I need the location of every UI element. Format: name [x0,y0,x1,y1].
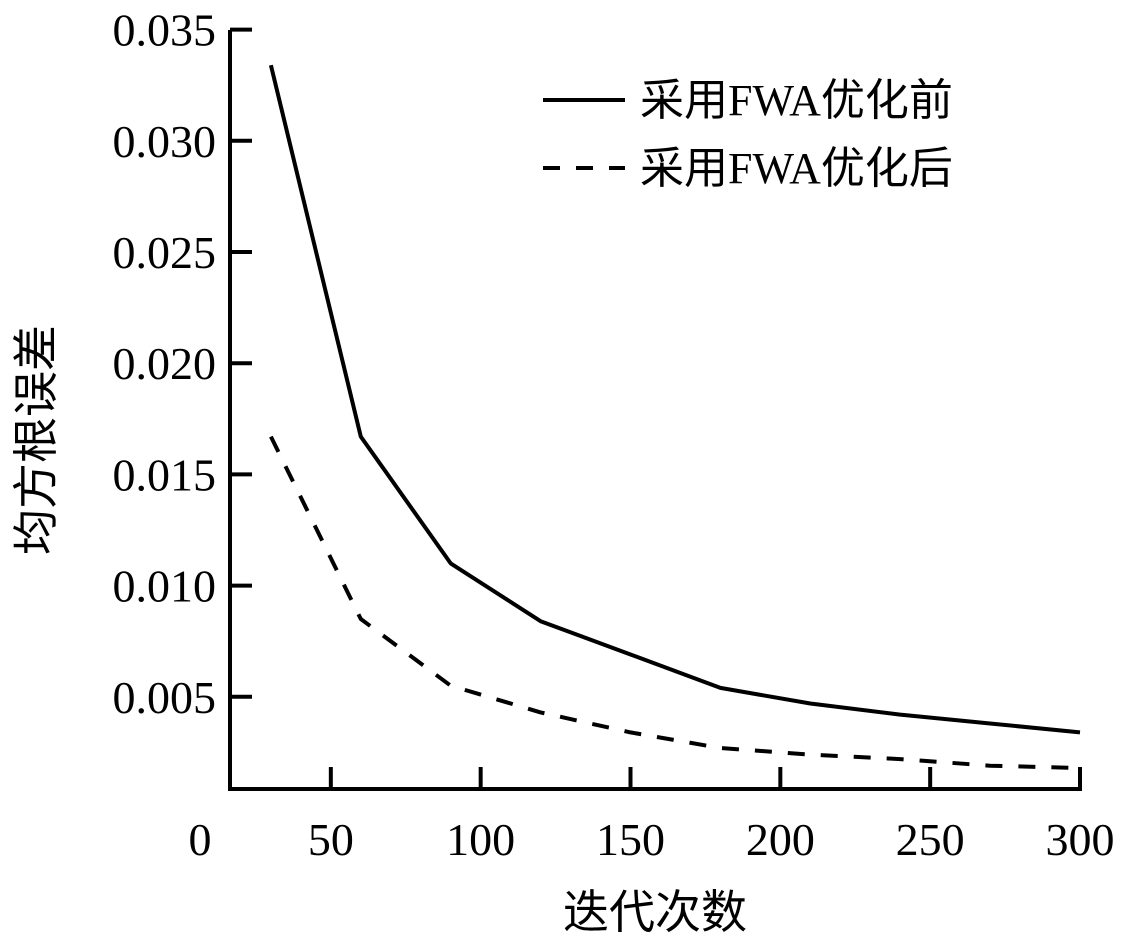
y-tick-label: 0.025 [113,227,217,278]
y-tick-label: 0.030 [113,116,217,167]
y-axis-title: 均方根误差 [11,325,62,555]
x-tick-label: 250 [896,814,965,865]
x-tick-label: 100 [446,814,515,865]
legend-label-after: 采用FWA优化后 [640,144,953,193]
y-tick-label: 0.005 [113,672,217,723]
legend: 采用FWA优化前 采用FWA优化后 [543,76,953,193]
x-tick-label: 0 [189,814,212,865]
x-tick-label: 150 [596,814,665,865]
series-line-before-fwa [268,64,1081,735]
legend-label-before: 采用FWA优化前 [640,76,953,125]
x-tick-label: 300 [1046,814,1115,865]
x-tick-label: 50 [308,814,354,865]
y-tick-label: 0.020 [113,338,217,389]
x-tick-label: 200 [746,814,815,865]
y-tick-label: 0.010 [113,561,217,612]
series-line-after-fwa [269,435,1081,770]
y-tick-label: 0.015 [113,449,217,500]
x-axis-title: 迭代次数 [563,887,747,938]
y-tick-label: 0.035 [113,5,217,56]
